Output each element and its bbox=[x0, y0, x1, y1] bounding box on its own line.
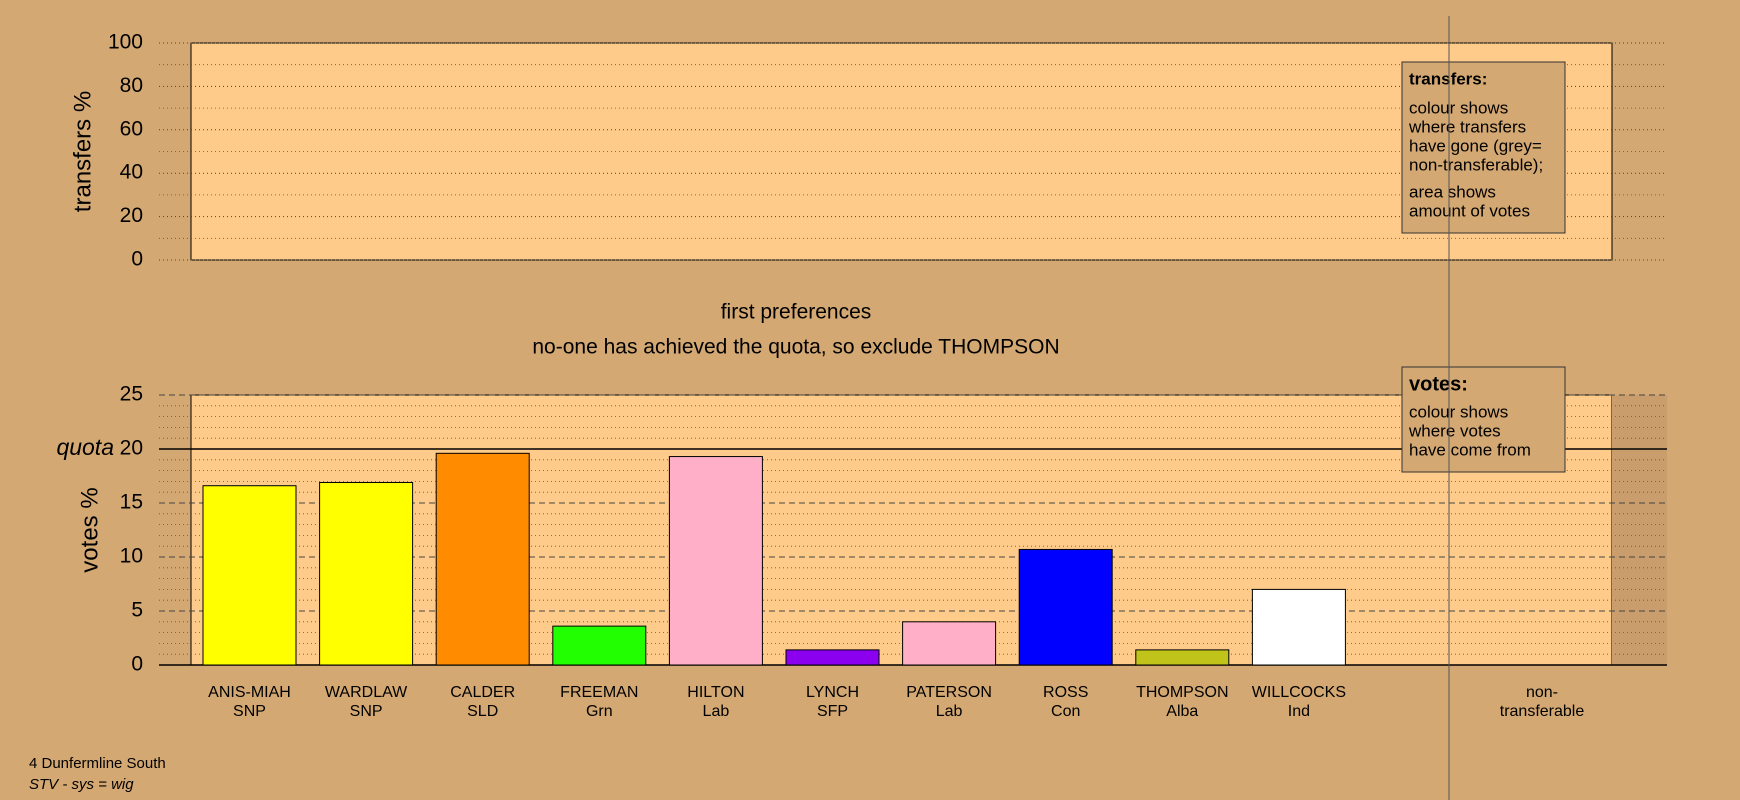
y-tick-label: 10 bbox=[120, 545, 143, 568]
x-tick-party: SLD bbox=[467, 703, 498, 720]
x-tick-label: ROSS bbox=[1043, 684, 1088, 701]
x-tick-label: LYNCH bbox=[806, 684, 859, 701]
footer-line: 4 Dunfermline South bbox=[29, 755, 166, 772]
x-tick-label: non- bbox=[1526, 684, 1558, 701]
legend-text: amount of votes bbox=[1409, 201, 1530, 220]
legend-box bbox=[1401, 366, 1566, 473]
legend-title: transfers: bbox=[1409, 69, 1487, 88]
y-tick-label: 0 bbox=[131, 248, 143, 271]
bar bbox=[668, 456, 763, 666]
y-tick-label: 100 bbox=[108, 31, 143, 54]
y-tick-label: 0 bbox=[131, 653, 143, 676]
bar bbox=[1251, 588, 1346, 666]
y-tick-label: 15 bbox=[120, 491, 143, 514]
x-tick-label: THOMPSON bbox=[1136, 684, 1228, 701]
x-tick-party: Lab bbox=[703, 703, 730, 720]
x-tick-label: FREEMAN bbox=[560, 684, 638, 701]
legend-text: have gone (grey= bbox=[1409, 136, 1542, 155]
x-tick-party: Grn bbox=[586, 703, 613, 720]
bar bbox=[902, 621, 997, 666]
votes-margin bbox=[1612, 395, 1667, 665]
legend-text: where votes bbox=[1408, 421, 1501, 440]
x-tick-label: transferable bbox=[1500, 703, 1585, 720]
x-tick-label: HILTON bbox=[687, 684, 744, 701]
y-tick-label: 25 bbox=[120, 383, 143, 406]
x-tick-label: ANIS-MIAH bbox=[208, 684, 291, 701]
y-tick-label: 40 bbox=[120, 161, 143, 184]
chart-title: first preferences bbox=[721, 301, 872, 324]
x-tick-label: CALDER bbox=[450, 684, 515, 701]
x-tick-label: WILLCOCKS bbox=[1252, 684, 1346, 701]
legend-text: area shows bbox=[1409, 182, 1496, 201]
y-tick-label: 20 bbox=[120, 204, 143, 227]
x-tick-party: Ind bbox=[1288, 703, 1310, 720]
y-axis-label: votes % bbox=[76, 487, 103, 572]
bar bbox=[1135, 649, 1230, 666]
legend-text: where transfers bbox=[1408, 117, 1526, 136]
quota-label: quota bbox=[56, 434, 114, 460]
bar bbox=[319, 481, 414, 666]
y-tick-label: 60 bbox=[120, 117, 143, 140]
x-tick-party: SNP bbox=[350, 703, 383, 720]
bar bbox=[202, 485, 297, 666]
x-tick-label: PATERSON bbox=[906, 684, 992, 701]
y-tick-label: 5 bbox=[131, 599, 143, 622]
layer: transfers % 0 20 40 60 80 100 votes % 0 5 10 15 20 25… bbox=[56, 31, 1667, 720]
x-tick-party: Alba bbox=[1166, 703, 1198, 720]
y-tick-label: 80 bbox=[120, 74, 143, 97]
x-tick-party: Lab bbox=[936, 703, 963, 720]
legend-title: votes: bbox=[1409, 373, 1468, 395]
y-axis-label: transfers % bbox=[69, 91, 96, 212]
bar bbox=[435, 452, 530, 666]
x-tick-party: SNP bbox=[233, 703, 266, 720]
legend-text: have come from bbox=[1409, 440, 1531, 459]
bar bbox=[785, 649, 880, 666]
bar bbox=[552, 625, 647, 666]
y-tick-label: 20 bbox=[120, 437, 143, 460]
legend-text: colour shows bbox=[1409, 402, 1508, 421]
x-tick-party: Con bbox=[1051, 703, 1080, 720]
chart-subtitle: no-one has achieved the quota, so exclud… bbox=[532, 336, 1059, 359]
legend-text: colour shows bbox=[1409, 98, 1508, 117]
legend-box bbox=[1401, 61, 1566, 234]
footer-line: STV - sys = wig bbox=[29, 776, 134, 793]
legend-text: non-transferable); bbox=[1409, 155, 1543, 174]
x-tick-party: SFP bbox=[817, 703, 848, 720]
x-tick-label: WARDLAW bbox=[325, 684, 408, 701]
transfers-frame bbox=[190, 42, 1613, 261]
votes-frame bbox=[190, 394, 1613, 666]
bar bbox=[1018, 548, 1113, 666]
